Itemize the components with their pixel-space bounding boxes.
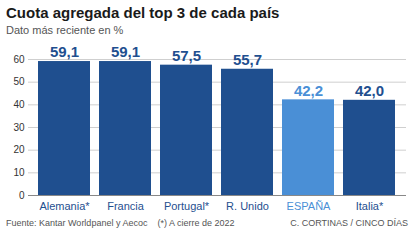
svg-text:Portugal*: Portugal* (164, 200, 210, 212)
svg-text:R. Unido: R. Unido (226, 200, 269, 212)
svg-text:60: 60 (13, 54, 25, 65)
html-text:C. CORTINAS / CINCO DÍAS: C. CORTINAS / CINCO DÍAS (290, 218, 408, 228)
svg-text:ESPAÑA: ESPAÑA (287, 200, 331, 212)
svg-text:40: 40 (13, 99, 25, 110)
svg-text:0: 0 (19, 190, 25, 201)
html-text:Cuota agregada del top 3 de ca: Cuota agregada del top 3 de cada país (6, 4, 280, 21)
html-text:Dato más reciente en %: Dato más reciente en % (6, 24, 124, 36)
svg-text:57,5: 57,5 (172, 47, 201, 64)
svg-text:42,2: 42,2 (294, 82, 323, 99)
svg-text:55,7: 55,7 (233, 51, 262, 68)
svg-text:50: 50 (13, 76, 25, 87)
svg-text:42,0: 42,0 (355, 82, 384, 99)
svg-text:10: 10 (13, 167, 25, 178)
svg-text:Italia*: Italia* (356, 200, 384, 212)
svg-text:20: 20 (13, 144, 25, 155)
svg-text:59,1: 59,1 (111, 43, 140, 60)
html-text:Fuente: Kantar Worldpanel y Ae: Fuente: Kantar Worldpanel y Aecoc (*) A … (6, 218, 235, 228)
svg-text:59,1: 59,1 (50, 43, 79, 60)
svg-text:Francia: Francia (107, 200, 145, 212)
svg-text:30: 30 (13, 122, 25, 133)
svg-text:Alemania*: Alemania* (39, 200, 90, 212)
